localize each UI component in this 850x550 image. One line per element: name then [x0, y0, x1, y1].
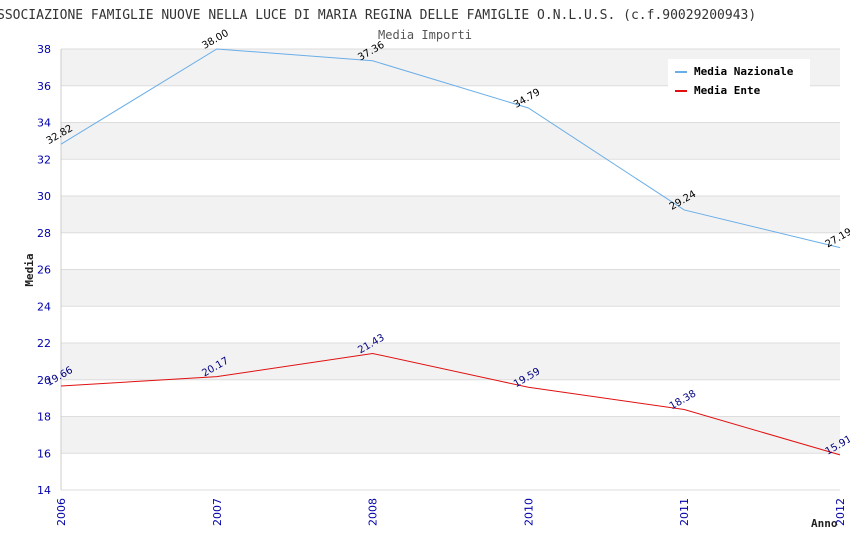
x-tick-labels: 2006 2007 2008 2010 2011 2012	[55, 498, 847, 526]
x-tick-label: 2012	[834, 498, 847, 526]
grid-band	[61, 343, 840, 380]
y-tick-label: 26	[37, 264, 51, 277]
y-tick-label: 22	[37, 337, 51, 350]
x-tick-label: 2007	[211, 498, 224, 526]
y-tick-label: 16	[37, 447, 51, 460]
grid-band	[61, 269, 840, 307]
grid-band	[61, 416, 840, 454]
y-tick-label: 32	[37, 153, 51, 166]
x-axis-label: Anno	[811, 517, 838, 530]
grid-band	[61, 122, 840, 160]
grid-lines	[61, 48, 840, 491]
legend: Media Nazionale Media Ente	[668, 59, 810, 99]
series-line	[60, 48, 841, 249]
chart-subtitle: Media Importi	[378, 28, 472, 42]
y-tick-label: 36	[37, 80, 51, 93]
y-tick-label: 20	[37, 374, 51, 387]
legend-label-media-nazionale: Media Nazionale	[694, 65, 794, 78]
grid-band	[61, 453, 840, 490]
y-tick-label: 24	[37, 300, 51, 313]
y-tick-label: 28	[37, 227, 51, 240]
y-tick-label: 14	[37, 484, 51, 497]
x-tick-label: 2008	[367, 498, 380, 526]
y-tick-label: 38	[37, 43, 51, 56]
y-tick-label: 34	[37, 117, 51, 130]
grid-band	[61, 306, 840, 343]
x-tick-label: 2006	[55, 498, 68, 526]
grid-band	[61, 196, 840, 233]
series-lines	[60, 48, 841, 456]
grid-bands	[61, 49, 840, 490]
data-label: 38.00	[200, 28, 230, 52]
y-axis-label: Media	[23, 253, 36, 286]
chart-title: SSOCIAZIONE FAMIGLIE NUOVE NELLA LUCE DI…	[0, 8, 756, 23]
legend-box	[668, 59, 810, 99]
y-tick-label: 18	[37, 411, 51, 424]
grid-band	[61, 159, 840, 196]
x-tick-label: 2010	[522, 498, 535, 526]
y-tick-labels: 14 16 18 20 22 24 26 28 30 32 34 36 38	[37, 43, 51, 497]
y-tick-label: 30	[37, 190, 51, 203]
legend-label-media-ente: Media Ente	[694, 84, 761, 97]
x-tick-label: 2011	[678, 498, 691, 526]
series-line	[60, 352, 841, 456]
grid-band	[61, 379, 840, 417]
grid-band	[61, 232, 840, 270]
